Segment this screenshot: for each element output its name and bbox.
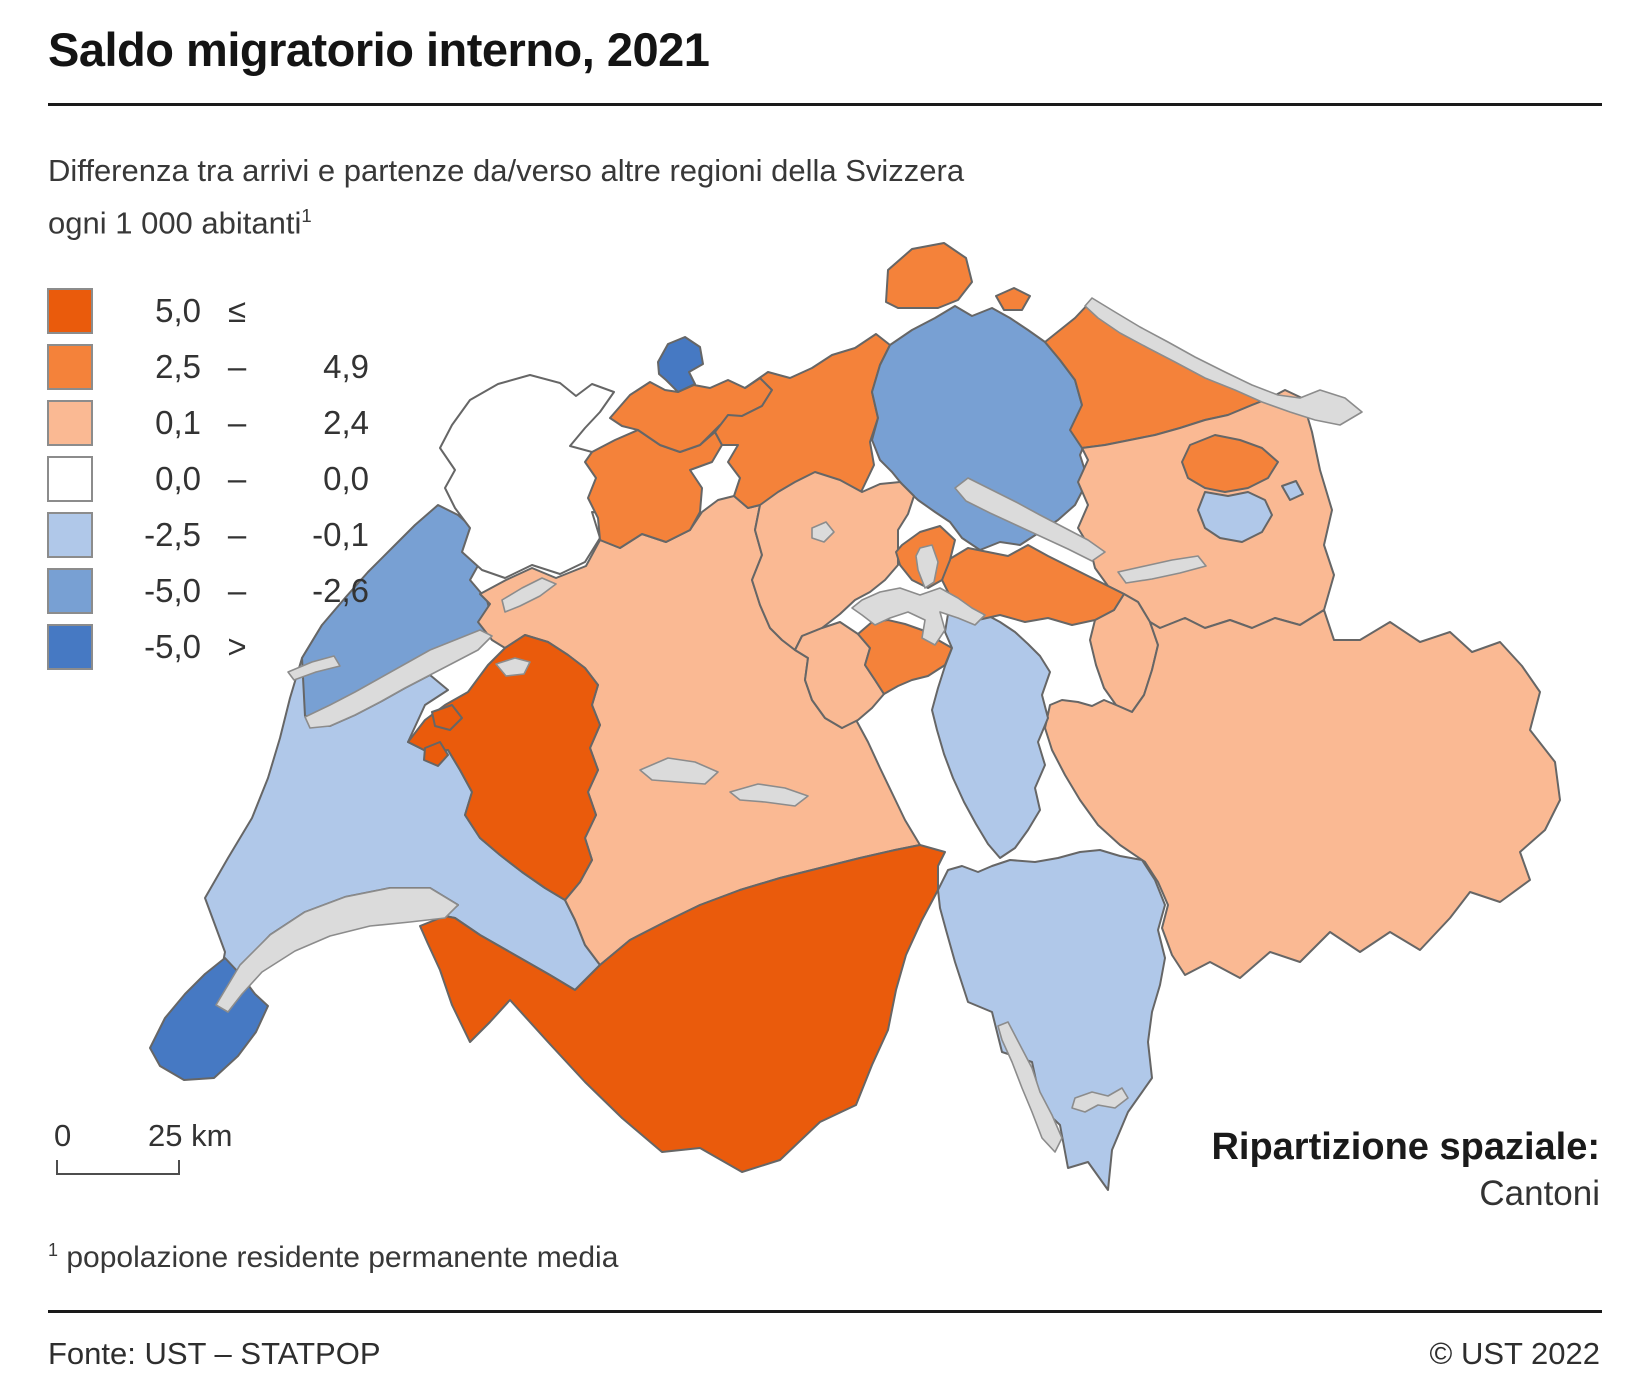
canton-zh — [871, 305, 1091, 551]
legend-swatch — [47, 344, 93, 390]
source-label: Fonte: UST – STATPOP — [48, 1336, 381, 1371]
legend-value-from: 0,1 — [155, 404, 201, 441]
legend-value-from: -5,0 — [144, 628, 201, 665]
legend-item: -5,0 > — [47, 619, 369, 675]
title-divider — [48, 103, 1602, 106]
legend-swatch — [47, 288, 93, 334]
lake-murten — [495, 657, 531, 677]
legend-swatch — [47, 568, 93, 614]
page-title: Saldo migratorio interno, 2021 — [48, 23, 710, 76]
legend-value-to: 2,4 — [323, 404, 369, 441]
canton-fr-enclave — [423, 741, 449, 767]
footnote: 1 popolazione residente permanente media — [48, 1240, 618, 1275]
lake-joux — [287, 655, 341, 681]
canton-ai-exclave — [1281, 480, 1304, 501]
legend-swatch — [47, 456, 93, 502]
scale-bar-line — [56, 1160, 180, 1175]
legend-item: -2,5 – -0,1 — [47, 507, 369, 563]
scale-zero-label: 0 — [54, 1118, 72, 1153]
legend-swatch — [47, 624, 93, 670]
cantons-layer — [149, 242, 1561, 1191]
legend-item: -5,0 – -2,6 — [47, 563, 369, 619]
lakes-layer — [215, 297, 1363, 1153]
legend-value-from: 5,0 — [155, 292, 201, 329]
spatial-division-label: Ripartizione spaziale: Cantoni — [1211, 1122, 1600, 1216]
canton-bs — [657, 336, 704, 393]
legend-item: 2,5 – 4,9 — [47, 339, 369, 395]
footnote-marker: 1 — [48, 1240, 59, 1260]
lake-sempach — [811, 521, 835, 543]
legend-value-from: -5,0 — [144, 572, 201, 609]
footer-divider — [48, 1310, 1602, 1313]
canton-gr — [1044, 609, 1561, 979]
lake-zug — [915, 544, 939, 589]
canton-sh-exclave — [995, 287, 1031, 311]
canton-lu — [751, 471, 915, 651]
legend-value-from: -2,5 — [144, 516, 201, 553]
lake-constance — [1084, 297, 1363, 426]
canton-ar — [1181, 434, 1279, 493]
legend-item: 5,0 ≤ — [47, 283, 369, 339]
lake-lugano — [1071, 1087, 1129, 1113]
scale-bar: 0 25 km — [48, 1118, 308, 1175]
lake-neuchatel — [304, 629, 493, 729]
lake-walen — [1117, 555, 1207, 584]
legend-operator: > — [227, 628, 247, 665]
canton-fr-enclave — [431, 704, 463, 731]
subtitle-line-2: ogni 1 000 abitanti1 — [48, 205, 312, 241]
scale-bar-labels: 0 25 km — [48, 1118, 308, 1158]
lake-biel — [501, 577, 557, 613]
legend-value-to: -0,1 — [312, 516, 369, 553]
legend-value-to: -2,6 — [312, 572, 369, 609]
legend-operator: – — [227, 404, 247, 441]
legend-operator: – — [227, 572, 247, 609]
legend-operator: – — [227, 516, 247, 553]
canton-ur — [931, 599, 1051, 859]
spatial-division-value: Cantoni — [1479, 1174, 1600, 1213]
legend-value-from: 0,0 — [155, 460, 201, 497]
legend-value-to: 0,0 — [323, 460, 369, 497]
footnote-marker-ref: 1 — [301, 205, 312, 226]
lake-zurich — [954, 477, 1106, 562]
canton-sh — [885, 242, 973, 309]
legend-swatch — [47, 512, 93, 558]
spatial-division-title: Ripartizione spaziale: — [1211, 1126, 1600, 1168]
legend-operator: ≤ — [227, 292, 247, 329]
lake-thun — [639, 757, 719, 785]
lake-brienz — [729, 783, 809, 807]
legend-item: 0,0 – 0,0 — [47, 451, 369, 507]
subtitle-line-1: Differenza tra arrivi e partenze da/vers… — [48, 153, 965, 188]
legend-item: 0,1 – 2,4 — [47, 395, 369, 451]
footnote-text: popolazione residente permanente media — [66, 1241, 619, 1274]
lake-geneva — [215, 887, 459, 1013]
scale-distance-label: 25 km — [148, 1118, 233, 1153]
copyright-label: © UST 2022 — [1429, 1336, 1600, 1371]
legend-swatch — [47, 400, 93, 446]
legend-operator: – — [227, 348, 247, 385]
legend-value-from: 2,5 — [155, 348, 201, 385]
canton-vs — [419, 844, 946, 1173]
lake-maggiore — [997, 1021, 1063, 1153]
map-subtitle: Differenza tra arrivi e partenze da/vers… — [48, 148, 964, 245]
legend-operator: – — [227, 460, 247, 497]
legend-value-to: 4,9 — [323, 348, 369, 385]
legend: 5,0 ≤ 2,5 – 4,9 0,1 – 2,4 0,0 – 0,0 -2,5… — [47, 283, 369, 675]
canton-fr — [407, 634, 601, 901]
canton-ai — [1197, 491, 1273, 543]
lake-lucerne — [851, 587, 986, 646]
